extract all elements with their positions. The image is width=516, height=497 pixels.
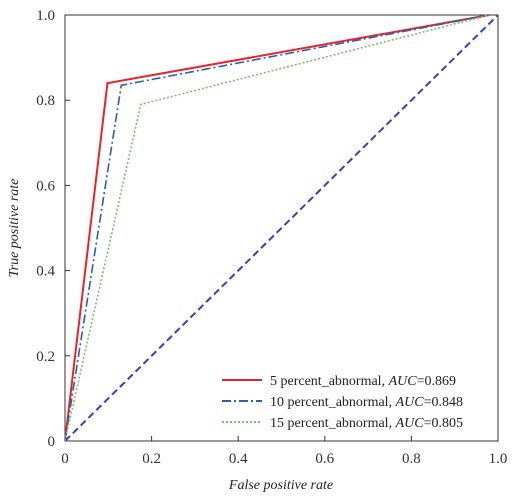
legend-label-prefix: 5 percent_abnormal, [270,374,389,389]
x-tick-label: 0.8 [402,451,421,467]
y-tick-label: 0.8 [36,93,55,109]
legend-label-prefix: 15 percent_abnormal, [270,416,396,431]
legend-label-series-2: 10 percent_abnormal, AUC=0.848 [270,395,463,410]
axis-ticks: 0 0.2 0.4 0.6 0.8 1.0 0 0.2 0.4 0.6 0.8 1.0 [36,8,507,467]
y-tick-label: 0 [48,434,56,450]
legend-label-value: =0.869 [417,374,456,389]
x-tick-label: 0 [61,451,69,467]
x-tick-label: 0.4 [229,451,248,467]
x-tick-label: 0.6 [315,451,334,467]
x-tick-label: 0.2 [142,451,161,467]
legend-label-metric: AUC [388,374,418,389]
legend-label-series-3: 15 percent_abnormal, AUC=0.805 [270,416,463,431]
legend-label-prefix: 10 percent_abnormal, [270,395,396,410]
y-tick-label: 1.0 [36,8,55,24]
legend-label-metric: AUC [395,416,425,431]
roc-line-series-2 [64,14,490,442]
y-axis-title: True positive rate [7,179,22,278]
y-tick-label: 0.4 [36,264,55,280]
legend-label-value: =0.848 [424,395,463,410]
x-tick-label: 1.0 [489,451,508,467]
roc-line-series-3 [64,14,490,442]
y-tick-label: 0.6 [36,178,55,194]
plot-frame [64,14,499,442]
legend-label-metric: AUC [395,395,425,410]
legend-label-series-1: 5 percent_abnormal, AUC=0.869 [270,374,456,389]
x-axis-title: False positive rate [228,478,333,493]
roc-series-lines [64,14,490,442]
y-tick-label: 0.2 [36,349,55,365]
chance-diagonal-line [64,14,499,442]
legend-label-value: =0.805 [424,416,463,431]
roc-line-series-1 [64,14,490,442]
